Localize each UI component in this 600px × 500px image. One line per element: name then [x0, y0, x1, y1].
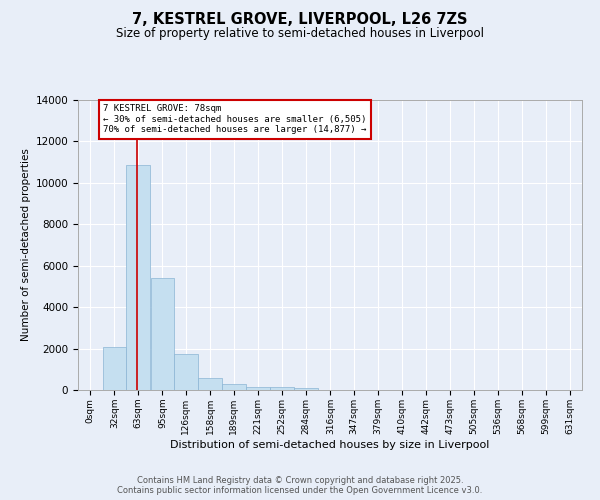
X-axis label: Distribution of semi-detached houses by size in Liverpool: Distribution of semi-detached houses by …: [170, 440, 490, 450]
Y-axis label: Number of semi-detached properties: Number of semi-detached properties: [22, 148, 31, 342]
Bar: [294, 388, 318, 390]
Bar: [270, 388, 293, 390]
Text: Size of property relative to semi-detached houses in Liverpool: Size of property relative to semi-detach…: [116, 28, 484, 40]
Text: 7 KESTREL GROVE: 78sqm
← 30% of semi-detached houses are smaller (6,505)
70% of : 7 KESTREL GROVE: 78sqm ← 30% of semi-det…: [103, 104, 367, 134]
Bar: [247, 388, 270, 390]
Bar: [199, 378, 222, 390]
Text: 7, KESTREL GROVE, LIVERPOOL, L26 7ZS: 7, KESTREL GROVE, LIVERPOOL, L26 7ZS: [132, 12, 468, 28]
Text: Contains HM Land Registry data © Crown copyright and database right 2025.
Contai: Contains HM Land Registry data © Crown c…: [118, 476, 482, 495]
Bar: [174, 354, 198, 390]
Bar: [151, 278, 174, 390]
Bar: [126, 165, 150, 390]
Bar: [103, 346, 127, 390]
Bar: [222, 384, 245, 390]
